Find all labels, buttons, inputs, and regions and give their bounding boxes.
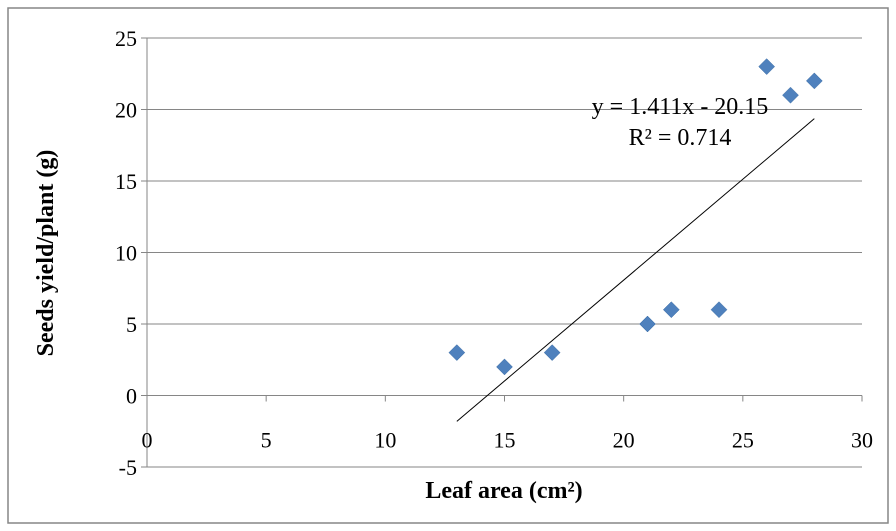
data-point bbox=[496, 358, 513, 376]
data-point bbox=[662, 301, 680, 319]
y-tick-label: 15 bbox=[115, 169, 137, 194]
axes bbox=[141, 37, 863, 468]
y-tick-label: 0 bbox=[126, 384, 137, 409]
trendline-group bbox=[456, 118, 815, 422]
trendline-r2: R² = 0.714 bbox=[629, 125, 732, 151]
y-tick-label: 5 bbox=[126, 312, 137, 337]
data-point bbox=[782, 86, 799, 104]
data-point bbox=[805, 72, 823, 90]
data-point bbox=[710, 301, 728, 319]
chart-border bbox=[7, 7, 889, 524]
trendline-equation: y = 1.411x - 20.15 bbox=[592, 94, 769, 120]
data-point bbox=[543, 344, 561, 361]
x-axis-title: Leaf area (cm²) bbox=[425, 478, 582, 504]
data-point bbox=[758, 58, 776, 75]
x-tick-label: 30 bbox=[851, 428, 873, 453]
x-tick-label: 10 bbox=[374, 428, 396, 453]
data-points bbox=[448, 58, 823, 376]
x-tick-labels: 0 5 10 15 20 25 30 bbox=[142, 428, 874, 453]
data-point bbox=[448, 344, 466, 361]
x-tick-label: 25 bbox=[732, 428, 754, 453]
y-tick-label: 10 bbox=[115, 241, 137, 266]
x-tick-label: 20 bbox=[613, 428, 635, 453]
x-tick-label: 5 bbox=[261, 428, 272, 453]
y-tick-label: -5 bbox=[119, 455, 137, 480]
x-tick-label: 15 bbox=[494, 428, 516, 453]
trendline bbox=[456, 118, 815, 422]
x-tick-label: 0 bbox=[142, 428, 153, 453]
y-tick-labels: -5 0 5 10 15 20 25 bbox=[115, 26, 137, 480]
y-axis-title: Seeds yield/plant (g) bbox=[33, 150, 59, 357]
y-tick-label: 20 bbox=[115, 98, 137, 123]
data-point bbox=[639, 315, 656, 333]
y-tick-label: 25 bbox=[115, 26, 137, 51]
